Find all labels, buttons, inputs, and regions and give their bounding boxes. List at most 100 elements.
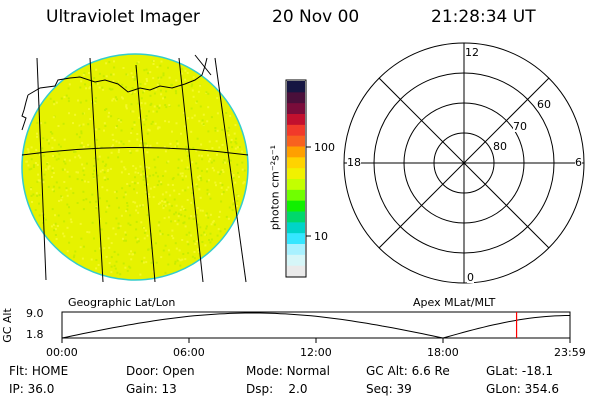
texture-speck (99, 170, 102, 173)
texture-speck (197, 90, 200, 93)
texture-speck (182, 111, 185, 114)
texture-speck (149, 71, 152, 74)
texture-speck (94, 249, 97, 252)
timeline-x-tick-label: 23:59 (554, 346, 586, 359)
texture-speck (191, 161, 194, 164)
texture-speck (190, 234, 192, 237)
texture-speck (171, 234, 174, 237)
texture-speck (159, 201, 162, 204)
texture-speck (128, 150, 131, 153)
texture-speck (105, 163, 108, 166)
door-label: Door: (126, 364, 159, 378)
texture-speck (36, 194, 39, 197)
texture-speck (72, 256, 75, 259)
texture-speck (124, 233, 127, 236)
texture-speck (77, 171, 79, 174)
texture-speck (117, 151, 120, 154)
texture-speck (55, 101, 58, 104)
texture-speck (36, 135, 38, 138)
texture-speck (133, 182, 136, 185)
texture-speck (79, 246, 82, 249)
texture-speck (62, 232, 65, 235)
texture-speck (89, 86, 92, 89)
texture-speck (153, 92, 156, 95)
texture-speck (74, 113, 77, 116)
texture-speck (209, 213, 212, 216)
texture-speck (68, 212, 71, 215)
texture-speck (126, 202, 129, 204)
texture-speck (122, 196, 125, 199)
texture-speck (117, 118, 120, 121)
texture-speck (35, 192, 38, 195)
texture-speck (177, 215, 180, 218)
texture-speck (220, 186, 223, 189)
texture-speck (98, 86, 101, 89)
texture-speck (232, 177, 235, 180)
texture-speck (54, 214, 56, 217)
texture-speck (161, 200, 164, 203)
texture-speck (171, 130, 173, 133)
texture-speck (137, 240, 140, 243)
texture-speck (47, 167, 50, 170)
texture-speck (58, 200, 60, 202)
texture-speck (46, 163, 49, 165)
texture-speck (117, 119, 120, 122)
texture-speck (185, 175, 187, 178)
texture-speck (52, 100, 55, 103)
texture-speck (130, 103, 133, 106)
texture-speck (208, 239, 210, 241)
texture-speck (34, 162, 37, 164)
polar-label-18: 18 (347, 156, 361, 169)
texture-speck (219, 182, 222, 184)
texture-speck (30, 158, 33, 161)
texture-speck (140, 102, 143, 105)
texture-speck (167, 249, 170, 252)
texture-speck (136, 149, 139, 152)
texture-speck (54, 234, 57, 236)
texture-speck (120, 129, 123, 132)
color-scale-band (287, 102, 305, 114)
texture-speck (225, 188, 228, 191)
texture-speck (234, 124, 237, 127)
texture-speck (196, 100, 198, 103)
texture-speck (210, 238, 213, 241)
texture-speck (56, 225, 59, 227)
door-value: Open (162, 364, 195, 378)
texture-speck (83, 72, 86, 75)
texture-speck (126, 269, 129, 272)
texture-speck (114, 233, 117, 236)
texture-speck (229, 114, 232, 117)
texture-speck (91, 193, 94, 196)
flight-status: Flt: HOME (9, 365, 68, 377)
texture-speck (181, 67, 184, 70)
texture-speck (88, 87, 91, 90)
texture-speck (211, 147, 214, 150)
date-label: 20 Nov 00 (272, 7, 360, 27)
texture-speck (83, 245, 85, 248)
texture-speck (103, 247, 106, 250)
glon-label: GLon: (486, 382, 521, 396)
texture-speck (131, 181, 134, 183)
texture-speck (137, 61, 140, 64)
texture-speck (193, 257, 196, 260)
texture-speck (155, 261, 158, 264)
texture-speck (57, 157, 60, 160)
texture-speck (125, 107, 128, 110)
texture-speck (78, 75, 80, 78)
texture-speck (70, 235, 73, 238)
texture-speck (216, 129, 219, 132)
texture-speck (107, 237, 110, 240)
texture-speck (159, 89, 162, 92)
texture-speck (236, 163, 239, 166)
texture-speck (57, 143, 60, 146)
texture-speck (222, 191, 225, 194)
texture-speck (103, 176, 106, 179)
texture-speck (115, 126, 117, 129)
texture-speck (111, 99, 114, 102)
texture-speck (175, 92, 178, 95)
texture-speck (79, 101, 82, 104)
meridian-line (36, 57, 47, 281)
texture-speck (142, 178, 145, 181)
texture-speck (52, 116, 55, 119)
texture-speck (230, 138, 233, 141)
